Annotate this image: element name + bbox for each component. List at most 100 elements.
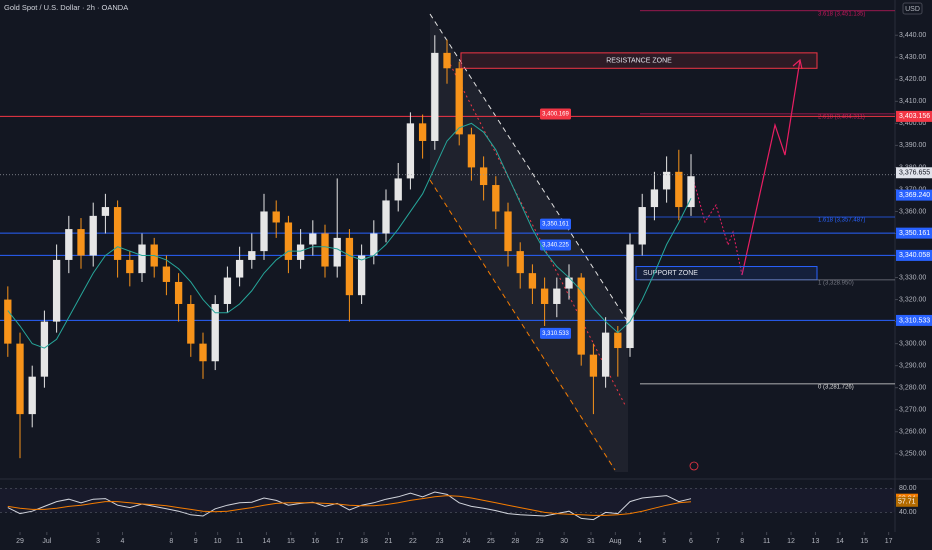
y-tick-label: 3,420.00 <box>899 76 926 83</box>
y-tick-label: 3,260.00 <box>899 429 926 436</box>
currency: USD <box>905 6 920 13</box>
candle-body <box>357 255 366 296</box>
y-tick-label: 3,270.00 <box>899 407 926 414</box>
y-tick-label: 3,290.00 <box>899 363 926 370</box>
current-price-tag-bg <box>896 167 932 179</box>
candle-body <box>528 273 537 289</box>
rsi-tick-label: 40.00 <box>899 509 917 516</box>
currency-box[interactable] <box>902 2 923 15</box>
candle-body <box>443 52 451 69</box>
projection-path <box>741 59 801 276</box>
current-price-tag: 3,376.655 <box>899 170 930 177</box>
candle-body <box>199 343 207 362</box>
fib-label: 0 (3,281.726) <box>818 384 854 390</box>
candle-body <box>577 277 585 355</box>
x-tick-label: 15 <box>860 538 868 545</box>
x-tick-label: 11 <box>763 538 770 545</box>
countdown: 01:53:52 <box>899 179 926 186</box>
price-note-bg <box>540 239 571 251</box>
candle-body <box>479 167 488 186</box>
chart-title: Gold Spot / U.S. Dollar · 2h · OANDA <box>4 3 128 12</box>
candle-body <box>296 244 305 260</box>
x-tick-label: 24 <box>463 538 471 545</box>
x-tick-label: 8 <box>740 538 744 545</box>
moving-average <box>7 122 692 349</box>
candle-body <box>113 207 122 260</box>
x-tick-label: 7 <box>716 538 720 545</box>
x-tick-label: 3 <box>96 538 100 545</box>
x-tick-label: Jul <box>42 538 51 545</box>
candle-body <box>553 288 561 304</box>
price-note-bg <box>540 108 571 120</box>
candle-body <box>174 281 183 304</box>
candle-body <box>467 134 476 168</box>
x-tick-label: 17 <box>336 538 344 545</box>
price-note: 3,400.169 <box>542 112 569 118</box>
rsi-tick-label: 80.00 <box>899 485 917 492</box>
x-tick-label: 28 <box>511 538 519 545</box>
candle-body <box>540 288 549 304</box>
y-tick-label: 3,280.00 <box>899 385 926 392</box>
fib-label: 2.618 (3,404.311) <box>818 114 865 120</box>
fib-label: 1 (3,328.950) <box>818 280 854 286</box>
candle-body <box>28 376 36 415</box>
candle-body <box>211 303 219 362</box>
rsi-tag-bg <box>896 496 918 507</box>
candle-body <box>675 171 683 208</box>
channel-fill <box>430 14 628 472</box>
x-tick-label: 8 <box>169 538 173 545</box>
y-tick-label: 3,400.00 <box>899 120 926 127</box>
candle-body <box>455 68 463 135</box>
x-tick-label: 14 <box>263 538 271 545</box>
level-tag: 3,350.161 <box>899 230 930 237</box>
price-note: 3,310.533 <box>542 331 569 337</box>
channel-top <box>429 13 629 323</box>
candle-body <box>382 200 390 234</box>
candle-body <box>418 123 427 141</box>
candle-body <box>52 259 61 322</box>
x-tick-label: 10 <box>214 538 222 545</box>
x-tick-label: 18 <box>360 538 368 545</box>
level-tag-bg <box>896 110 932 122</box>
x-tick-label: 11 <box>236 538 243 545</box>
event-icon[interactable] <box>689 461 699 471</box>
x-tick-label: 22 <box>409 538 417 545</box>
rsi-ma-line <box>7 495 692 516</box>
candle-body <box>4 299 12 344</box>
candle-body <box>284 222 293 260</box>
candle-body <box>589 354 598 377</box>
x-tick-label: 29 <box>536 538 544 545</box>
x-tick-label: 13 <box>812 538 820 545</box>
projection-arrow <box>792 58 803 70</box>
candle-body <box>162 266 171 282</box>
ma-tag-bg <box>896 189 932 201</box>
candle-body <box>101 207 110 216</box>
candle-body <box>40 321 49 377</box>
candle-body <box>601 332 610 377</box>
candle-body <box>370 233 378 256</box>
candle-body <box>138 244 146 274</box>
y-tick-label: 3,390.00 <box>899 142 926 149</box>
candle-body <box>321 233 329 267</box>
x-tick-label: 30 <box>560 538 568 545</box>
price-note-bg <box>540 327 571 339</box>
rsi-band <box>0 488 895 513</box>
candle-body <box>406 123 415 179</box>
candle-body <box>223 277 232 304</box>
candle-body <box>187 303 195 344</box>
y-tick-label: 3,410.00 <box>899 98 926 105</box>
candle-body <box>16 343 24 415</box>
candle-body <box>272 211 280 223</box>
x-tick-label: 5 <box>662 538 666 545</box>
y-tick-label: 3,440.00 <box>899 32 926 39</box>
y-tick-label: 3,250.00 <box>899 451 926 458</box>
price-note: 3,350.161 <box>542 222 569 228</box>
candle-body <box>504 211 512 252</box>
candle-body <box>431 52 439 141</box>
candle-body <box>650 189 659 208</box>
level-tag: 3,310.533 <box>899 317 930 324</box>
candle-body <box>626 244 634 349</box>
candle-body <box>77 229 85 256</box>
y-tick-label: 3,430.00 <box>899 54 926 61</box>
